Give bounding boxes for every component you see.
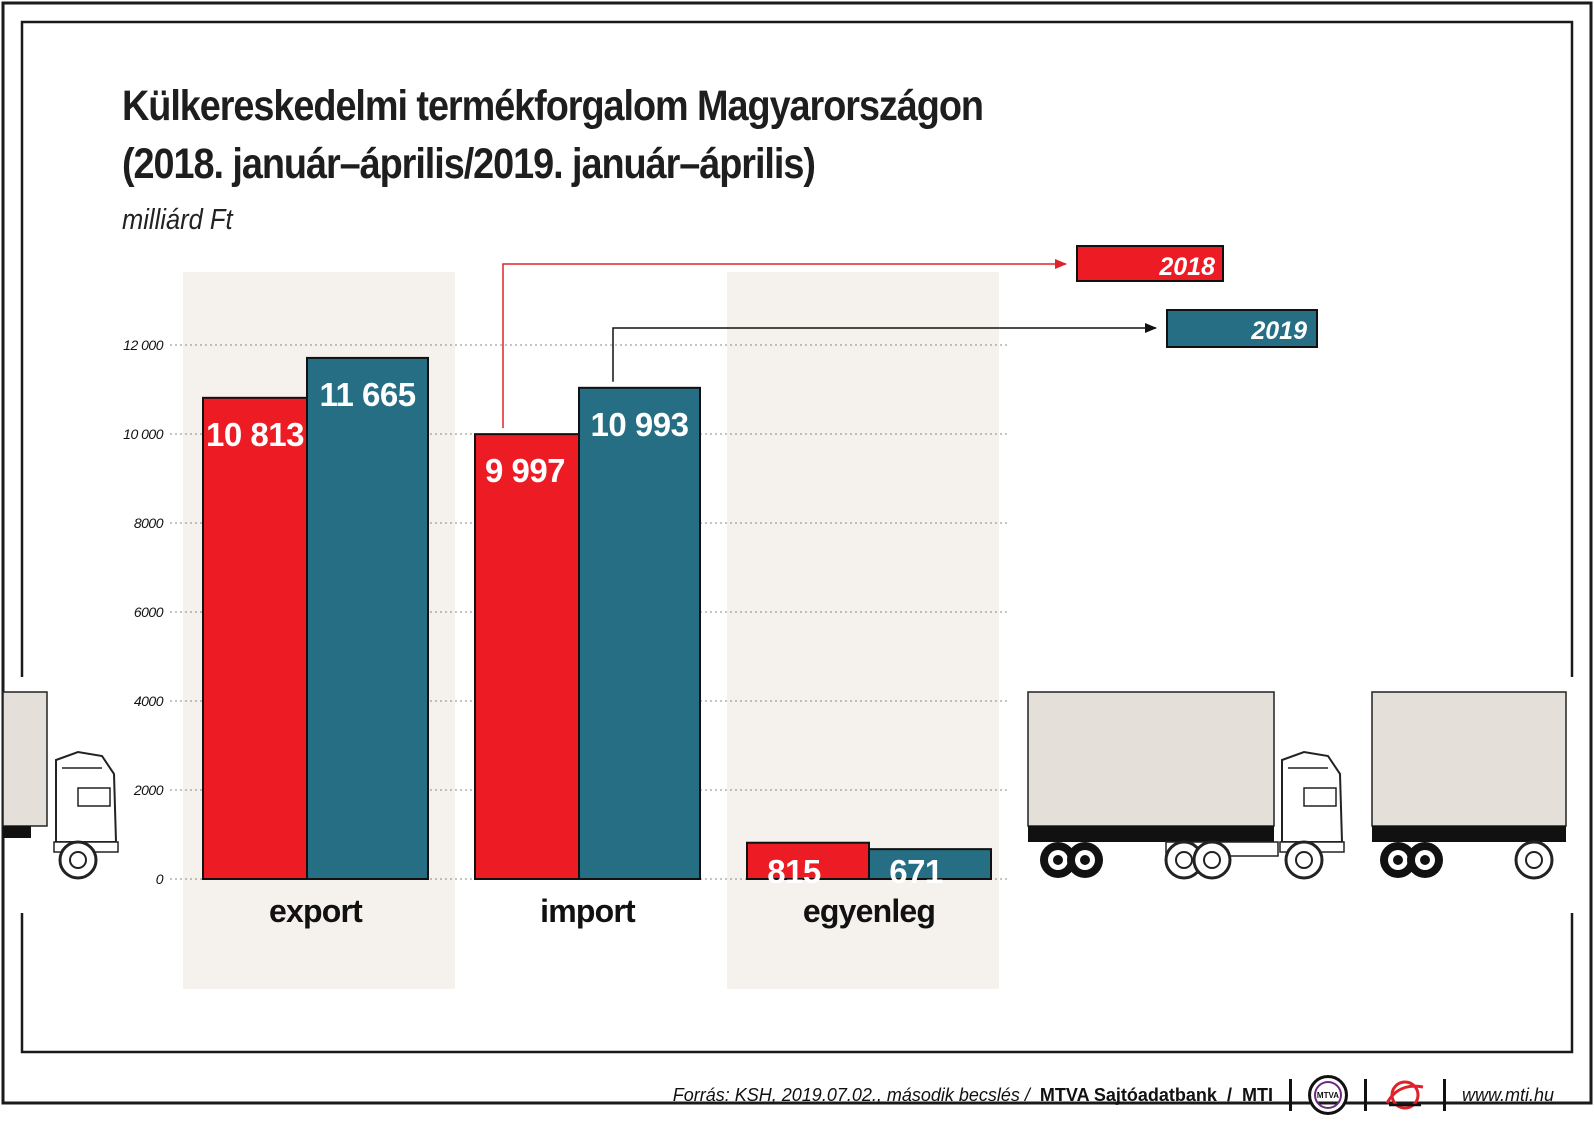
footer-separator bbox=[1442, 1079, 1446, 1111]
data-label: 10 813 bbox=[206, 416, 304, 453]
bars bbox=[202, 356, 992, 881]
chart-subtitle: (2018. január–április/2019. január–ápril… bbox=[122, 140, 816, 188]
footer-separator bbox=[1363, 1079, 1367, 1111]
agency-name: MTI bbox=[1241, 1084, 1273, 1105]
trailer-chassis bbox=[3, 826, 31, 838]
legend-label-2018: 2018 bbox=[1158, 253, 1215, 281]
source-text: Forrás: KSH, 2019.07.02., második becslé… bbox=[672, 1084, 1030, 1105]
legend-connector-2019 bbox=[612, 323, 1157, 382]
legend-swatch-2019 bbox=[1166, 309, 1318, 348]
wheel-hub bbox=[1080, 855, 1090, 865]
wheel-hub bbox=[1420, 855, 1430, 865]
y-tick-label: 10 000 bbox=[123, 426, 164, 442]
data-label: 9 997 bbox=[485, 452, 565, 489]
x-axis-labels: export import egyenleg bbox=[269, 893, 936, 929]
legend-swatch-2018 bbox=[1076, 245, 1224, 282]
footer: Forrás: KSH, 2019.07.02., második becslé… bbox=[673, 1075, 1554, 1115]
bar-export-2019 bbox=[306, 356, 429, 881]
data-label: 11 665 bbox=[319, 376, 415, 413]
bar-import-2019 bbox=[578, 386, 701, 880]
tractor-wheel-hub bbox=[1203, 851, 1221, 869]
mtva-logo-icon: MTVA bbox=[1307, 1075, 1348, 1115]
bar-export-2018 bbox=[202, 396, 308, 880]
bank-name: MTVA Sajtóadatbank bbox=[1039, 1084, 1217, 1105]
cab-window bbox=[77, 787, 111, 807]
data-label: 815 bbox=[767, 853, 821, 890]
bar-egyenleg-2019 bbox=[868, 848, 992, 881]
chart-title: Külkereskedelmi termékforgalom Magyarors… bbox=[122, 82, 984, 130]
cab-window bbox=[1303, 787, 1337, 807]
footer-slash: / bbox=[1226, 1084, 1232, 1105]
truck-illustrations bbox=[2, 691, 1567, 880]
tractor-wheel-hub bbox=[1175, 851, 1193, 869]
cab-wheel-hub bbox=[69, 851, 87, 869]
y-tick-label: 12 000 bbox=[123, 337, 164, 353]
mti-logo-icon bbox=[1383, 1077, 1427, 1113]
bar-egyenleg-2018 bbox=[746, 841, 870, 880]
bar-import-2018 bbox=[474, 433, 580, 880]
cab-wheel-hub bbox=[1295, 851, 1313, 869]
data-label: 671 bbox=[889, 853, 943, 890]
trailer-chassis bbox=[1372, 826, 1566, 842]
y-tick-label: 4000 bbox=[134, 693, 164, 709]
legend-label-2019: 2019 bbox=[1250, 317, 1307, 345]
data-labels: 10 813 11 665 9 997 10 993 815 671 bbox=[206, 376, 943, 890]
legend: 2018 2019 bbox=[502, 245, 1318, 429]
x-tick-label: import bbox=[540, 893, 636, 929]
footer-separator bbox=[1288, 1079, 1292, 1111]
y-tick-label: 0 bbox=[156, 871, 164, 887]
website-link[interactable]: www.mti.hu bbox=[1461, 1084, 1554, 1105]
y-tick-label: 2000 bbox=[133, 782, 164, 798]
tractor-wheel-hub bbox=[1525, 851, 1543, 869]
wheel-hub bbox=[1393, 855, 1403, 865]
y-tick-label: 8000 bbox=[134, 515, 164, 531]
wheel-hub bbox=[1053, 855, 1063, 865]
y-tick-label: 6000 bbox=[134, 604, 164, 620]
trailer-box bbox=[1371, 691, 1567, 827]
truck-cab bbox=[1281, 750, 1344, 843]
unit-label: milliárd Ft bbox=[122, 204, 233, 236]
x-tick-label: egyenleg bbox=[803, 893, 935, 929]
trailer-chassis bbox=[1028, 826, 1274, 842]
inner-frame bbox=[20, 20, 1574, 1054]
x-tick-label: export bbox=[269, 893, 363, 929]
truck-cab bbox=[55, 750, 118, 843]
legend-connector-2018 bbox=[502, 259, 1067, 429]
data-label: 10 993 bbox=[591, 406, 689, 443]
trailer-box bbox=[2, 691, 48, 827]
y-axis-ticks: 0 2000 4000 6000 8000 10 000 12 000 bbox=[123, 337, 164, 887]
trailer-box bbox=[1027, 691, 1275, 827]
